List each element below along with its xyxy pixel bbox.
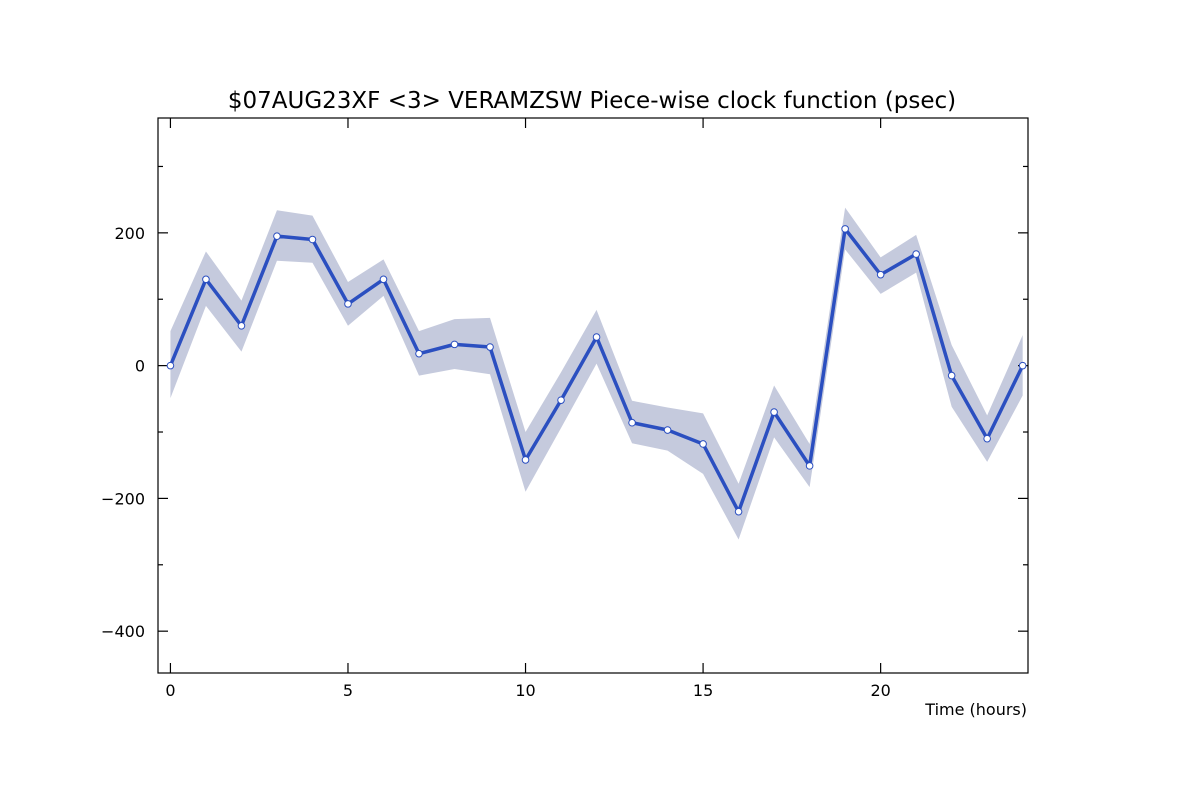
- y-tick-label: 0: [135, 357, 145, 376]
- y-tick-label: 200: [114, 224, 145, 243]
- data-point: [770, 408, 778, 416]
- data-point: [557, 396, 565, 404]
- x-tick-label: 20: [870, 681, 890, 700]
- data-point: [983, 434, 991, 443]
- data-point: [699, 440, 707, 448]
- data-point: [166, 361, 175, 370]
- data-point: [628, 418, 636, 427]
- data-point: [379, 275, 388, 284]
- data-point: [734, 507, 743, 516]
- data-point: [912, 250, 920, 258]
- data-point: [237, 321, 246, 330]
- data-point: [841, 225, 849, 233]
- data-point: [344, 300, 352, 308]
- data-point: [663, 426, 672, 434]
- data-point: [947, 371, 956, 380]
- uncertainty-band-layer: [170, 207, 1023, 540]
- y-tick-label: −200: [101, 489, 145, 508]
- x-axis-label: Time (hours): [924, 700, 1027, 719]
- data-point-layer: [166, 225, 1027, 516]
- data-point: [486, 343, 494, 351]
- x-tick-label: 15: [693, 681, 713, 700]
- data-point: [805, 462, 814, 470]
- plot-frame: [157, 117, 1029, 674]
- data-point: [1018, 361, 1027, 370]
- x-tick-label: 5: [343, 681, 353, 700]
- chart-title: $07AUG23XF <3> VERAMZSW Piece-wise clock…: [228, 88, 956, 114]
- uncertainty-band: [170, 207, 1023, 540]
- x-tick-label: 10: [515, 681, 535, 700]
- data-point: [415, 349, 423, 358]
- y-tick-label: −400: [101, 622, 145, 641]
- data-point: [202, 275, 210, 284]
- data-point: [450, 340, 459, 349]
- data-point: [592, 333, 601, 341]
- data-point: [308, 235, 317, 244]
- axis-ticks: 0 5 10 15 20 −400 −200 0 200: [101, 118, 1028, 700]
- x-tick-label: 0: [165, 681, 175, 700]
- data-point: [521, 456, 530, 464]
- data-point: [876, 270, 885, 279]
- data-point: [273, 232, 281, 240]
